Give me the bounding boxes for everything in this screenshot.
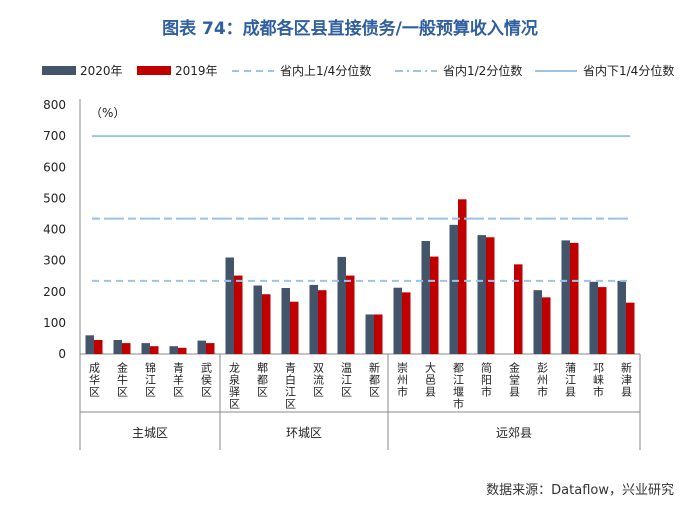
- bar-2020-金牛区: [113, 339, 122, 354]
- group-label-3: 远郊县: [496, 426, 532, 440]
- bar-2020-邛崃市: [589, 281, 598, 354]
- bar-2019-龙泉驿区: [234, 275, 243, 354]
- category-label: 成华区: [88, 362, 101, 398]
- category-label: 龙泉驿区: [228, 362, 241, 410]
- category-label: 郫都区: [256, 361, 269, 398]
- source-note: 数据来源：Dataflow，兴业研究: [486, 483, 674, 498]
- bar-2019-锦江区: [150, 346, 159, 354]
- y-tick-label: 0: [58, 347, 66, 361]
- category-label: 武侯区: [200, 362, 213, 398]
- y-tick-label: 300: [43, 254, 66, 268]
- bar-2019-金牛区: [122, 343, 131, 354]
- category-label: 蒲江县: [564, 361, 577, 398]
- category-label: 金堂县: [508, 361, 521, 398]
- group-label-1: 主城区: [132, 426, 168, 440]
- y-unit-label: （%）: [90, 106, 125, 120]
- bar-2020-简阳市: [477, 235, 486, 354]
- bar-2019-彭州市: [542, 297, 551, 354]
- legend-label-ref-2: 省内1/2分位数: [443, 63, 522, 78]
- bar-2019-双流区: [318, 290, 327, 354]
- bar-2019-简阳市: [486, 237, 495, 354]
- bar-2019-金堂县: [514, 264, 523, 354]
- group-label-2: 环城区: [286, 426, 322, 440]
- bar-2020-都江堰市: [449, 224, 458, 354]
- y-tick-label: 800: [43, 98, 66, 112]
- bar-2020-温江区: [337, 256, 346, 354]
- bar-2019-温江区: [346, 275, 355, 354]
- bar-2020-青羊区: [169, 346, 178, 354]
- category-label: 彭州市: [536, 361, 549, 398]
- category-label: 青白江区: [284, 362, 297, 410]
- y-tick-label: 600: [43, 160, 66, 174]
- bar-2019-青白江区: [290, 301, 299, 354]
- bar-2020-青白江区: [281, 288, 290, 354]
- bar-2019-蒲江县: [570, 242, 579, 354]
- y-tick-label: 500: [43, 191, 66, 205]
- bar-2019-新都区: [374, 314, 383, 354]
- legend-swatch-2020: [42, 66, 76, 75]
- bar-2019-新津县: [626, 302, 635, 354]
- bar-2020-双流区: [309, 284, 318, 354]
- bar-2020-锦江区: [141, 343, 150, 354]
- legend-label-ref-3: 省内下1/4分位数: [583, 63, 674, 78]
- bar-2019-大邑县: [430, 256, 439, 354]
- y-tick-label: 200: [43, 285, 66, 299]
- bar-2019-成华区: [94, 339, 103, 354]
- legend-swatch-2019: [137, 66, 171, 75]
- category-label: 温江区: [340, 362, 353, 398]
- y-tick-label: 700: [43, 129, 66, 143]
- category-label: 简阳市: [480, 361, 493, 398]
- bar-2020-彭州市: [533, 290, 542, 354]
- category-label: 邛崃市: [592, 362, 605, 398]
- legend-label-2019: 2019年: [175, 64, 218, 78]
- category-label: 大邑县: [424, 361, 437, 398]
- bar-2020-龙泉驿区: [225, 257, 234, 354]
- bar-2020-新都区: [365, 314, 374, 354]
- category-label: 锦江区: [144, 361, 157, 398]
- bar-2020-成华区: [85, 335, 94, 354]
- bar-2019-邛崃市: [598, 287, 607, 354]
- y-tick-label: 100: [43, 316, 66, 330]
- category-label: 都江堰市: [452, 362, 465, 410]
- bar-2019-青羊区: [178, 347, 187, 354]
- bar-2019-武侯区: [206, 343, 215, 354]
- category-label: 新都区: [368, 361, 381, 398]
- category-label: 新津县: [620, 361, 633, 398]
- chart-title: 图表 74：成都各区县直接债务/一般预算收入情况: [162, 19, 538, 39]
- bar-2020-郫都区: [253, 285, 262, 354]
- y-tick-label: 400: [43, 223, 66, 237]
- legend-label-2020: 2020年: [80, 64, 123, 78]
- bar-2019-都江堰市: [458, 199, 467, 354]
- bar-2019-崇州市: [402, 292, 411, 354]
- bar-2020-武侯区: [197, 340, 206, 354]
- legend-label-ref-1: 省内上1/4分位数: [280, 63, 371, 78]
- category-label: 金牛区: [116, 361, 129, 398]
- category-label: 青羊区: [172, 362, 185, 398]
- category-label: 崇州市: [396, 362, 409, 398]
- bar-2020-蒲江县: [561, 240, 570, 354]
- category-label: 双流区: [312, 362, 325, 398]
- bar-2020-大邑县: [421, 241, 430, 354]
- bar-2019-郫都区: [262, 294, 271, 354]
- bar-2020-崇州市: [393, 287, 402, 354]
- bar-2020-新津县: [617, 280, 626, 354]
